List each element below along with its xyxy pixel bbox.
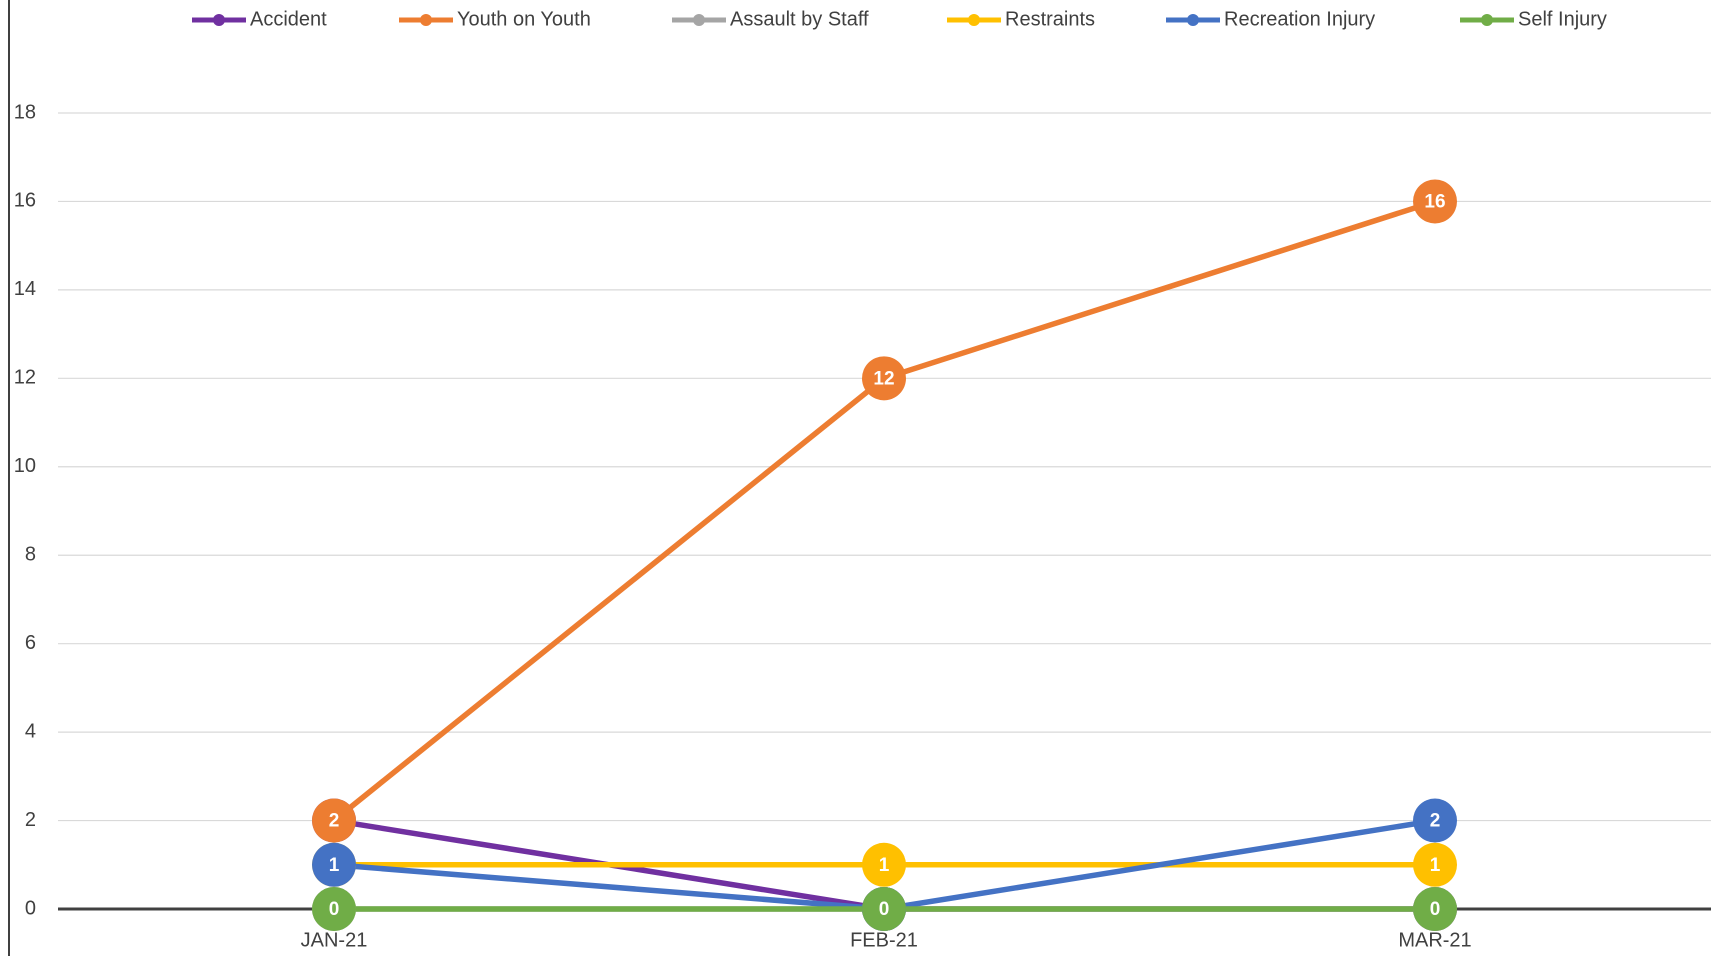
y-tick-label: 6	[25, 632, 36, 654]
x-tick-label: JAN-21	[301, 929, 368, 951]
y-tick-label: 0	[25, 897, 36, 919]
legend-marker	[1481, 14, 1493, 26]
y-tick-label: 10	[14, 455, 36, 477]
legend-label: Self Injury	[1518, 8, 1607, 30]
data-label: 16	[1424, 191, 1445, 212]
y-tick-label: 8	[25, 544, 36, 566]
legend-label: Accident	[250, 8, 327, 30]
data-label: 1	[879, 855, 890, 876]
legend-label: Recreation Injury	[1224, 8, 1375, 30]
data-label: 0	[329, 899, 340, 920]
data-label: 2	[1430, 811, 1441, 832]
data-point	[312, 842, 356, 887]
legend-marker	[213, 14, 225, 26]
data-point	[862, 887, 906, 931]
data-point	[862, 842, 906, 887]
data-label: 1	[1430, 855, 1441, 876]
x-tick-label: FEB-21	[850, 929, 918, 951]
y-tick-label: 16	[14, 190, 36, 212]
data-label: 2	[329, 811, 340, 832]
y-tick-label: 4	[25, 720, 36, 742]
data-point	[862, 356, 906, 401]
data-point	[1413, 798, 1457, 843]
data-point	[1413, 179, 1457, 224]
data-point	[312, 798, 356, 843]
data-point	[312, 887, 356, 931]
legend-marker	[1187, 14, 1199, 26]
series-line	[332, 198, 1436, 823]
legend-marker	[693, 14, 705, 26]
y-tick-label: 12	[14, 367, 36, 389]
legend-label: Assault by Staff	[730, 8, 869, 30]
data-label: 0	[1430, 899, 1441, 920]
legend-marker	[420, 14, 432, 26]
data-label: 1	[329, 855, 340, 876]
legend-label: Restraints	[1005, 8, 1095, 30]
data-point	[1413, 842, 1457, 887]
data-point	[1413, 887, 1457, 931]
data-label: 12	[873, 368, 894, 389]
data-label: 0	[879, 899, 890, 920]
y-tick-label: 14	[14, 278, 36, 300]
y-tick-label: 18	[14, 101, 36, 123]
y-tick-label: 2	[25, 809, 36, 831]
x-tick-label: MAR-21	[1398, 929, 1471, 951]
legend-marker	[968, 14, 980, 26]
legend-label: Youth on Youth	[457, 8, 591, 30]
